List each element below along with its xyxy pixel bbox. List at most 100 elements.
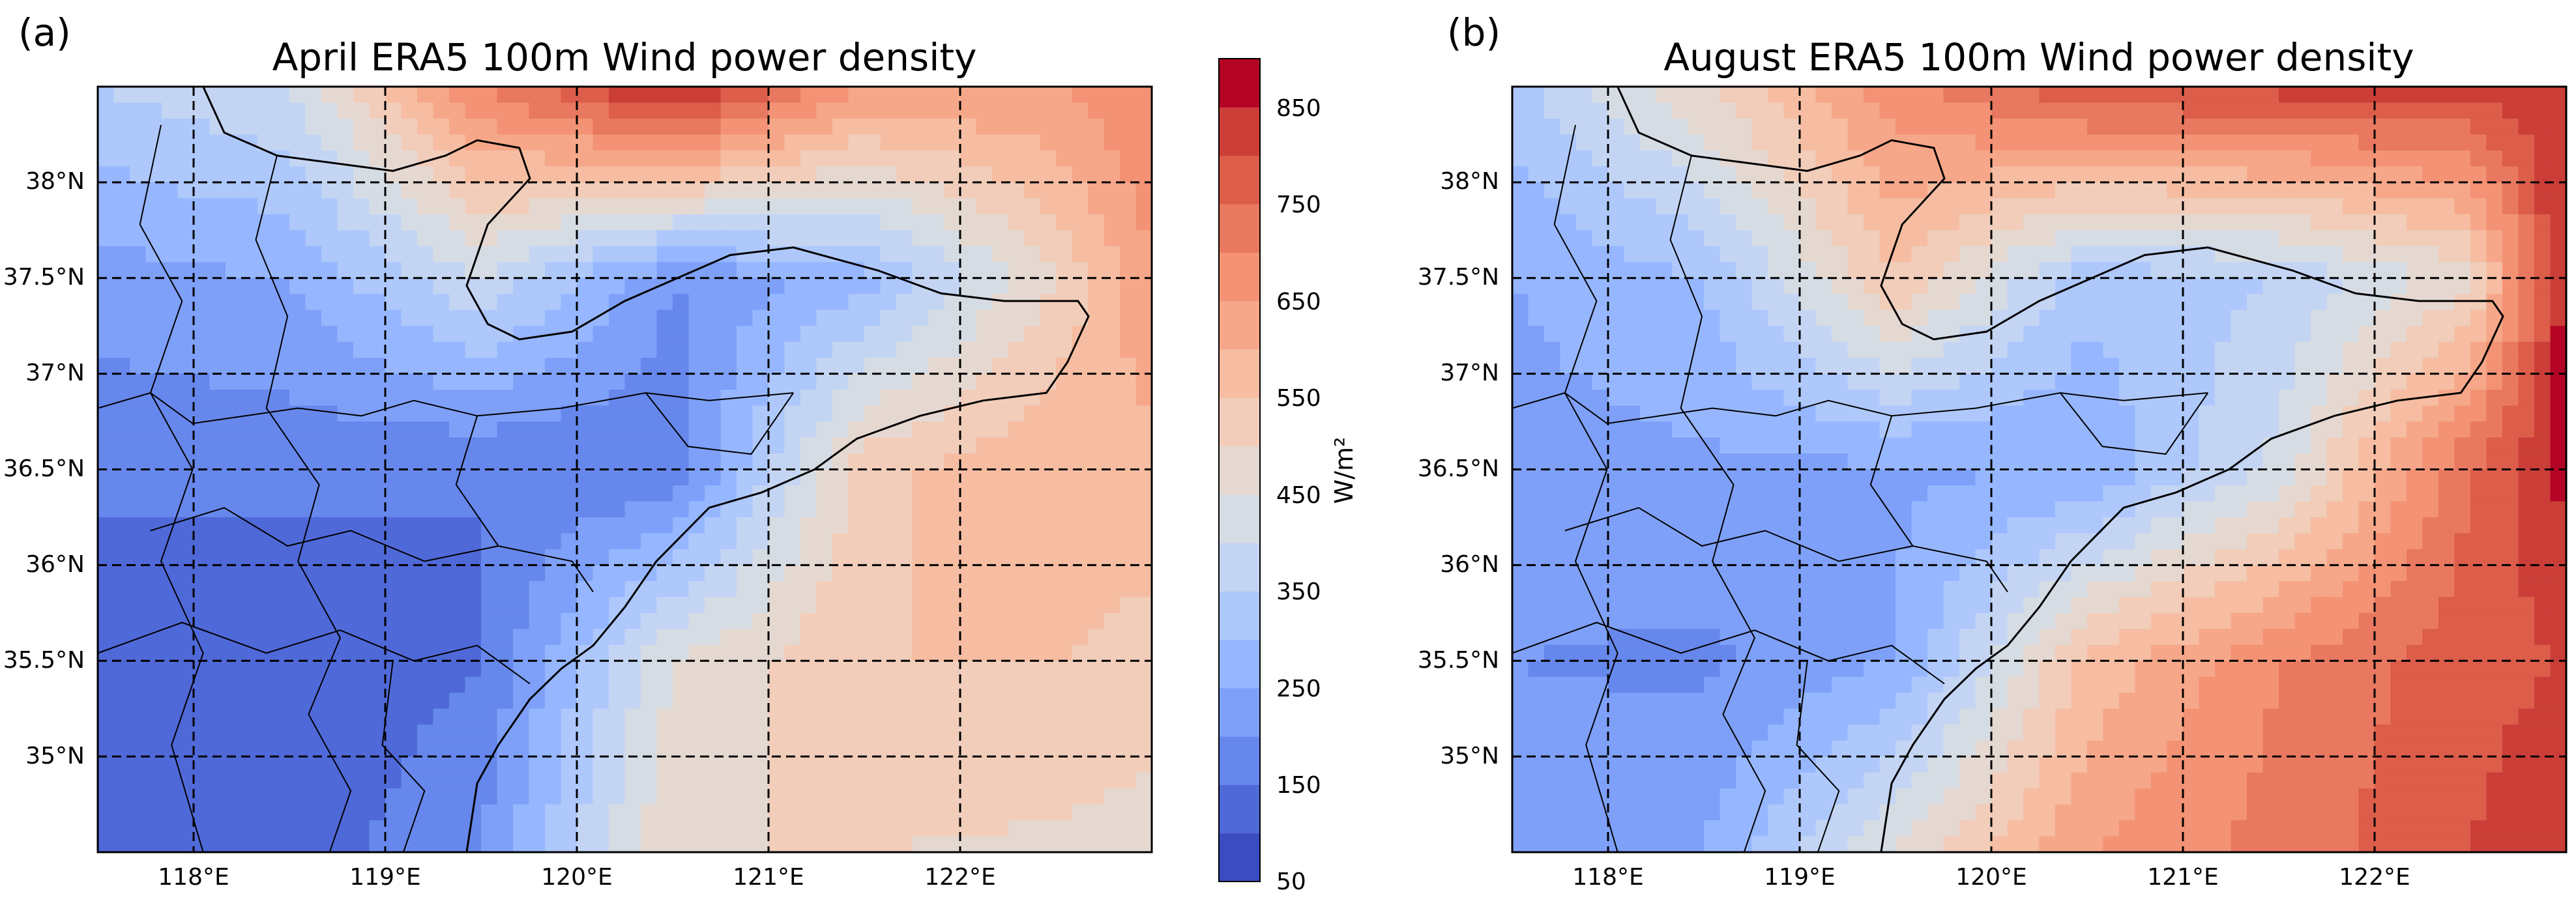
field-cell (337, 501, 354, 518)
field-cell (2151, 198, 2168, 215)
field-cell (928, 820, 945, 837)
field-cell (593, 134, 609, 151)
field-cell (2438, 134, 2455, 151)
field-cell (2279, 485, 2296, 502)
field-cell (417, 804, 434, 821)
field-cell (113, 804, 130, 821)
field-cell (177, 278, 194, 295)
field-cell (2071, 246, 2088, 263)
field-cell (2247, 453, 2264, 470)
field-cell (800, 405, 817, 422)
field-cell (848, 278, 865, 295)
field-cell (465, 485, 482, 502)
field-cell (177, 693, 194, 710)
field-cell (2534, 469, 2551, 486)
field-cell (1024, 740, 1041, 757)
field-cell (273, 597, 290, 614)
field-cell (816, 198, 833, 215)
field-cell (1135, 644, 1152, 662)
field-cell (2550, 246, 2566, 263)
field-cell (2550, 309, 2566, 326)
colorbar-tick-label: 650 (1276, 289, 1321, 315)
field-cell (162, 134, 179, 151)
field-cell (1672, 278, 1689, 295)
field-cell (1975, 134, 1992, 151)
field-cell (513, 341, 530, 358)
field-cell (321, 134, 338, 151)
field-cell (497, 326, 514, 343)
field-cell (624, 788, 641, 805)
field-cell (353, 517, 370, 534)
field-cell (2470, 118, 2487, 136)
field-cell (848, 820, 865, 837)
field-cell (481, 358, 498, 375)
field-cell (2343, 485, 2360, 502)
field-cell (2119, 134, 2136, 151)
field-cell (816, 580, 833, 598)
field-cell (2326, 134, 2343, 151)
field-cell (2071, 294, 2088, 311)
field-cell (784, 87, 801, 104)
field-cell (130, 134, 147, 151)
field-cell (2071, 87, 2088, 104)
field-cell (752, 198, 769, 215)
field-cell (1024, 580, 1041, 598)
field-cell (2055, 198, 2072, 215)
field-cell (768, 724, 785, 741)
field-cell (305, 756, 322, 773)
field-cell (1879, 485, 1896, 502)
field-cell (369, 358, 386, 375)
field-cell (226, 836, 242, 852)
field-cell (162, 341, 179, 358)
field-cell (944, 724, 961, 741)
field-cell (1991, 150, 2008, 167)
field-cell (433, 756, 450, 773)
field-cell (98, 182, 115, 199)
field-cell (2167, 422, 2184, 438)
field-cell (1072, 676, 1089, 694)
field-cell (145, 230, 162, 247)
field-cell (289, 804, 306, 821)
field-cell (561, 166, 578, 183)
field-cell (2135, 278, 2152, 295)
field-cell (896, 341, 913, 358)
field-cell (1072, 580, 1089, 598)
field-cell (1927, 246, 1944, 263)
field-cell (2119, 341, 2136, 358)
field-cell (737, 549, 754, 566)
field-cell (369, 405, 386, 422)
field-cell (465, 661, 482, 678)
field-cell (976, 278, 993, 295)
field-cell (385, 309, 402, 326)
field-cell (2518, 214, 2535, 231)
field-cell (1879, 230, 1896, 247)
field-cell (848, 87, 865, 104)
field-cell (113, 262, 130, 279)
field-cell (177, 661, 194, 678)
field-cell (241, 820, 258, 837)
field-cell (2007, 262, 2024, 279)
field-cell (720, 580, 737, 598)
field-cell (688, 740, 705, 757)
field-cell (1943, 405, 1960, 422)
field-cell (289, 517, 306, 534)
field-cell (2294, 294, 2311, 311)
field-cell (2135, 485, 2152, 502)
field-cell (1943, 453, 1960, 470)
field-cell (2151, 166, 2168, 183)
field-cell (241, 118, 258, 136)
field-cell (1544, 326, 1561, 343)
field-cell (2023, 134, 2040, 151)
field-cell (1120, 166, 1137, 183)
field-cell (209, 294, 226, 311)
field-cell (624, 772, 641, 789)
field-cell (177, 214, 194, 231)
field-cell (98, 87, 115, 104)
field-cell (1120, 533, 1137, 550)
field-cell (1975, 501, 1992, 518)
field-cell (209, 373, 226, 390)
field-cell (1800, 118, 1817, 136)
field-cell (2534, 453, 2551, 470)
field-cell (1815, 501, 1832, 518)
field-cell (1576, 166, 1593, 183)
